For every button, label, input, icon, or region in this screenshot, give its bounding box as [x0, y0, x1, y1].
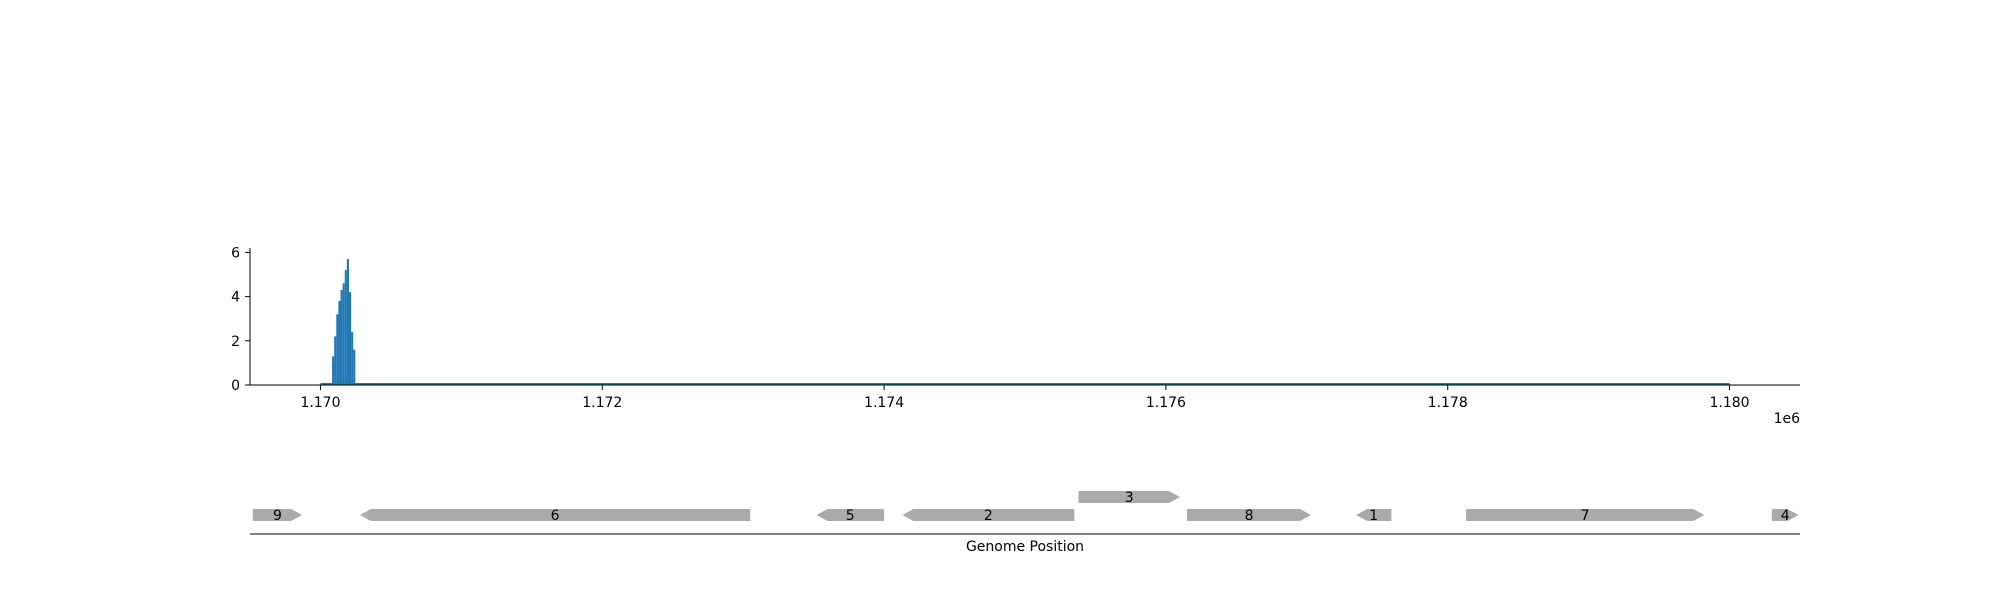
- coverage-bar: [351, 331, 354, 385]
- gene-arrow: [816, 509, 885, 521]
- gene-arrow: [1078, 491, 1180, 503]
- gene-label: 1: [1369, 508, 1378, 524]
- y-tick-label: 4: [231, 290, 240, 306]
- coverage-bar: [346, 259, 349, 385]
- gene-label: 8: [1245, 508, 1254, 524]
- genes: 9 6 5 2 3 8 1 7 4: [252, 490, 1799, 524]
- gene-arrow: [1466, 509, 1705, 521]
- x-tick-label: 1.174: [864, 395, 904, 411]
- gene-arrow: [902, 509, 1075, 521]
- coverage-bar: [348, 292, 352, 385]
- coverage-bar: [334, 336, 337, 385]
- gene-label: 6: [551, 508, 560, 524]
- gene-arrow: [1187, 509, 1312, 521]
- x-offset-label: 1e6: [1774, 411, 1801, 427]
- coverage-bar: [336, 314, 339, 385]
- gene-arrow: [252, 509, 303, 521]
- x-tick-label: 1.172: [582, 395, 622, 411]
- gene-label: 9: [273, 508, 282, 524]
- coverage-bar: [332, 356, 335, 385]
- y-tick-label: 2: [231, 334, 240, 350]
- y-tick-label: 6: [231, 245, 240, 261]
- gene-label: 5: [846, 508, 855, 524]
- x-ticks: 1.170 1.172 1.174 1.176 1.178 1.180: [300, 385, 1750, 411]
- x-tick-label: 1.180: [1709, 395, 1749, 411]
- gene-arrow: [1771, 509, 1799, 521]
- coverage-bar: [344, 270, 347, 385]
- gene-label: 3: [1125, 490, 1134, 506]
- gene-label: 7: [1581, 508, 1590, 524]
- y-ticks: 0 2 4 6: [231, 245, 250, 394]
- genome-position-label: Genome Position: [966, 539, 1084, 555]
- coverage-plot: 0 2 4 6 1.170 1.172 1.174 1.176 1.178 1.180 1e6: [231, 245, 1800, 427]
- coverage-bar: [340, 289, 343, 385]
- x-tick-label: 1.176: [1146, 395, 1186, 411]
- x-tick-label: 1.170: [300, 395, 340, 411]
- coverage-bar: [353, 349, 356, 385]
- y-tick-label: 0: [231, 378, 240, 394]
- coverage-bar: [338, 301, 341, 385]
- gene-arrow: [1356, 509, 1392, 521]
- gene-label: 2: [984, 508, 993, 524]
- coverage-bars: [332, 259, 356, 385]
- gene-label: 4: [1781, 508, 1790, 524]
- x-tick-label: 1.178: [1428, 395, 1468, 411]
- gene-arrow: [359, 509, 751, 521]
- coverage-bar: [342, 283, 345, 385]
- gene-track: 9 6 5 2 3 8 1 7 4 Genome Position: [250, 490, 1800, 555]
